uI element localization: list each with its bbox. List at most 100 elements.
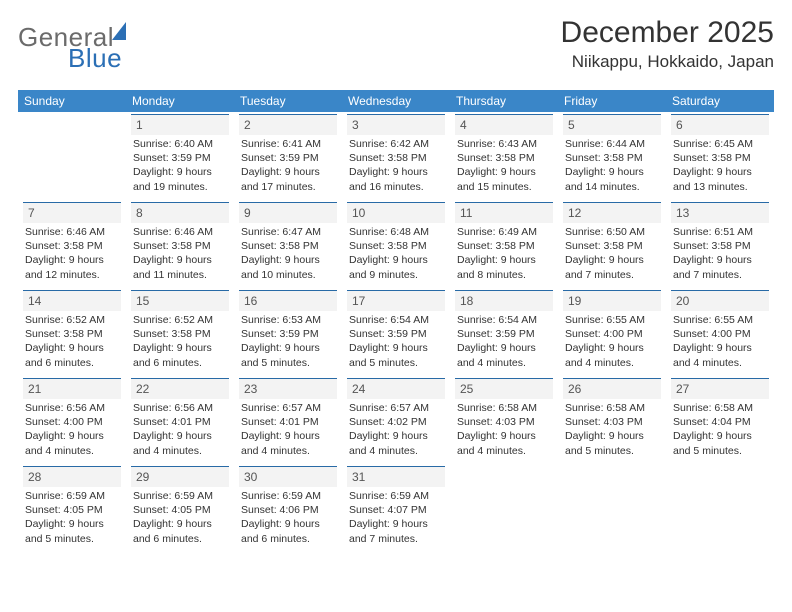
daylight-text: Daylight: 9 hours and 4 minutes. — [457, 341, 551, 369]
calendar-day-cell: 31Sunrise: 6:59 AMSunset: 4:07 PMDayligh… — [342, 464, 450, 552]
calendar-week-row: 28Sunrise: 6:59 AMSunset: 4:05 PMDayligh… — [18, 464, 774, 552]
sunset-text: Sunset: 4:07 PM — [349, 503, 443, 517]
sunset-text: Sunset: 4:04 PM — [673, 415, 767, 429]
sunset-text: Sunset: 4:06 PM — [241, 503, 335, 517]
daylight-text: Daylight: 9 hours and 13 minutes. — [673, 165, 767, 193]
day-number: 6 — [671, 114, 769, 135]
day-info: Sunrise: 6:46 AMSunset: 3:58 PMDaylight:… — [131, 225, 229, 282]
calendar-day-cell: 27Sunrise: 6:58 AMSunset: 4:04 PMDayligh… — [666, 376, 774, 464]
sunrise-text: Sunrise: 6:43 AM — [457, 137, 551, 151]
sunrise-text: Sunrise: 6:42 AM — [349, 137, 443, 151]
calendar-day-cell — [666, 464, 774, 552]
daylight-text: Daylight: 9 hours and 6 minutes. — [25, 341, 119, 369]
sunset-text: Sunset: 3:58 PM — [349, 151, 443, 165]
day-number: 24 — [347, 378, 445, 399]
day-info: Sunrise: 6:56 AMSunset: 4:00 PMDaylight:… — [23, 401, 121, 458]
daylight-text: Daylight: 9 hours and 4 minutes. — [133, 429, 227, 457]
calendar-day-cell: 29Sunrise: 6:59 AMSunset: 4:05 PMDayligh… — [126, 464, 234, 552]
day-info: Sunrise: 6:42 AMSunset: 3:58 PMDaylight:… — [347, 137, 445, 194]
daylight-text: Daylight: 9 hours and 19 minutes. — [133, 165, 227, 193]
location: Niikappu, Hokkaido, Japan — [561, 52, 774, 72]
sunset-text: Sunset: 4:03 PM — [457, 415, 551, 429]
day-number: 15 — [131, 290, 229, 311]
sunset-text: Sunset: 4:05 PM — [25, 503, 119, 517]
daylight-text: Daylight: 9 hours and 6 minutes. — [133, 341, 227, 369]
calendar-day-cell: 28Sunrise: 6:59 AMSunset: 4:05 PMDayligh… — [18, 464, 126, 552]
weekday-header: Monday — [126, 90, 234, 112]
calendar-day-cell: 16Sunrise: 6:53 AMSunset: 3:59 PMDayligh… — [234, 288, 342, 376]
sunrise-text: Sunrise: 6:59 AM — [133, 489, 227, 503]
sunrise-text: Sunrise: 6:46 AM — [25, 225, 119, 239]
weekday-header: Wednesday — [342, 90, 450, 112]
day-info: Sunrise: 6:53 AMSunset: 3:59 PMDaylight:… — [239, 313, 337, 370]
sunrise-text: Sunrise: 6:44 AM — [565, 137, 659, 151]
day-info: Sunrise: 6:50 AMSunset: 3:58 PMDaylight:… — [563, 225, 661, 282]
daylight-text: Daylight: 9 hours and 5 minutes. — [241, 341, 335, 369]
sunrise-text: Sunrise: 6:59 AM — [349, 489, 443, 503]
day-info: Sunrise: 6:45 AMSunset: 3:58 PMDaylight:… — [671, 137, 769, 194]
calendar-day-cell: 15Sunrise: 6:52 AMSunset: 3:58 PMDayligh… — [126, 288, 234, 376]
sunset-text: Sunset: 3:58 PM — [241, 239, 335, 253]
sunrise-text: Sunrise: 6:55 AM — [673, 313, 767, 327]
sunrise-text: Sunrise: 6:52 AM — [25, 313, 119, 327]
day-info: Sunrise: 6:41 AMSunset: 3:59 PMDaylight:… — [239, 137, 337, 194]
day-number: 5 — [563, 114, 661, 135]
sunset-text: Sunset: 3:58 PM — [133, 239, 227, 253]
calendar-day-cell: 20Sunrise: 6:55 AMSunset: 4:00 PMDayligh… — [666, 288, 774, 376]
day-info: Sunrise: 6:59 AMSunset: 4:05 PMDaylight:… — [23, 489, 121, 546]
day-info: Sunrise: 6:55 AMSunset: 4:00 PMDaylight:… — [671, 313, 769, 370]
weekday-header: Sunday — [18, 90, 126, 112]
sunset-text: Sunset: 4:02 PM — [349, 415, 443, 429]
sunrise-text: Sunrise: 6:41 AM — [241, 137, 335, 151]
day-info: Sunrise: 6:59 AMSunset: 4:07 PMDaylight:… — [347, 489, 445, 546]
day-number: 14 — [23, 290, 121, 311]
sunrise-text: Sunrise: 6:45 AM — [673, 137, 767, 151]
day-info: Sunrise: 6:40 AMSunset: 3:59 PMDaylight:… — [131, 137, 229, 194]
sunrise-text: Sunrise: 6:59 AM — [241, 489, 335, 503]
header: General Blue December 2025 Niikappu, Hok… — [18, 16, 774, 84]
calendar-day-cell: 25Sunrise: 6:58 AMSunset: 4:03 PMDayligh… — [450, 376, 558, 464]
calendar-day-cell: 7Sunrise: 6:46 AMSunset: 3:58 PMDaylight… — [18, 200, 126, 288]
sunrise-text: Sunrise: 6:56 AM — [133, 401, 227, 415]
daylight-text: Daylight: 9 hours and 17 minutes. — [241, 165, 335, 193]
day-number: 10 — [347, 202, 445, 223]
day-info: Sunrise: 6:43 AMSunset: 3:58 PMDaylight:… — [455, 137, 553, 194]
daylight-text: Daylight: 9 hours and 14 minutes. — [565, 165, 659, 193]
day-info: Sunrise: 6:54 AMSunset: 3:59 PMDaylight:… — [455, 313, 553, 370]
sunset-text: Sunset: 4:03 PM — [565, 415, 659, 429]
sunrise-text: Sunrise: 6:52 AM — [133, 313, 227, 327]
day-number: 17 — [347, 290, 445, 311]
day-number: 27 — [671, 378, 769, 399]
day-info: Sunrise: 6:46 AMSunset: 3:58 PMDaylight:… — [23, 225, 121, 282]
day-info: Sunrise: 6:52 AMSunset: 3:58 PMDaylight:… — [131, 313, 229, 370]
day-info: Sunrise: 6:52 AMSunset: 3:58 PMDaylight:… — [23, 313, 121, 370]
calendar-day-cell: 13Sunrise: 6:51 AMSunset: 3:58 PMDayligh… — [666, 200, 774, 288]
calendar-day-cell: 12Sunrise: 6:50 AMSunset: 3:58 PMDayligh… — [558, 200, 666, 288]
sunset-text: Sunset: 4:00 PM — [673, 327, 767, 341]
calendar-day-cell: 23Sunrise: 6:57 AMSunset: 4:01 PMDayligh… — [234, 376, 342, 464]
daylight-text: Daylight: 9 hours and 12 minutes. — [25, 253, 119, 281]
day-number: 30 — [239, 466, 337, 487]
weekday-header: Thursday — [450, 90, 558, 112]
logo: General Blue — [18, 22, 128, 84]
calendar-week-row: 7Sunrise: 6:46 AMSunset: 3:58 PMDaylight… — [18, 200, 774, 288]
sunset-text: Sunset: 3:59 PM — [457, 327, 551, 341]
sunset-text: Sunset: 3:58 PM — [565, 151, 659, 165]
day-number: 26 — [563, 378, 661, 399]
sunrise-text: Sunrise: 6:57 AM — [349, 401, 443, 415]
sunrise-text: Sunrise: 6:54 AM — [349, 313, 443, 327]
sunset-text: Sunset: 3:59 PM — [241, 327, 335, 341]
calendar-day-cell: 24Sunrise: 6:57 AMSunset: 4:02 PMDayligh… — [342, 376, 450, 464]
daylight-text: Daylight: 9 hours and 4 minutes. — [241, 429, 335, 457]
calendar-table: SundayMondayTuesdayWednesdayThursdayFrid… — [18, 90, 774, 552]
sunrise-text: Sunrise: 6:57 AM — [241, 401, 335, 415]
day-info: Sunrise: 6:57 AMSunset: 4:01 PMDaylight:… — [239, 401, 337, 458]
sunrise-text: Sunrise: 6:53 AM — [241, 313, 335, 327]
sunrise-text: Sunrise: 6:47 AM — [241, 225, 335, 239]
daylight-text: Daylight: 9 hours and 6 minutes. — [133, 517, 227, 545]
sunrise-text: Sunrise: 6:58 AM — [457, 401, 551, 415]
day-info: Sunrise: 6:47 AMSunset: 3:58 PMDaylight:… — [239, 225, 337, 282]
calendar-day-cell: 19Sunrise: 6:55 AMSunset: 4:00 PMDayligh… — [558, 288, 666, 376]
daylight-text: Daylight: 9 hours and 15 minutes. — [457, 165, 551, 193]
sunrise-text: Sunrise: 6:46 AM — [133, 225, 227, 239]
